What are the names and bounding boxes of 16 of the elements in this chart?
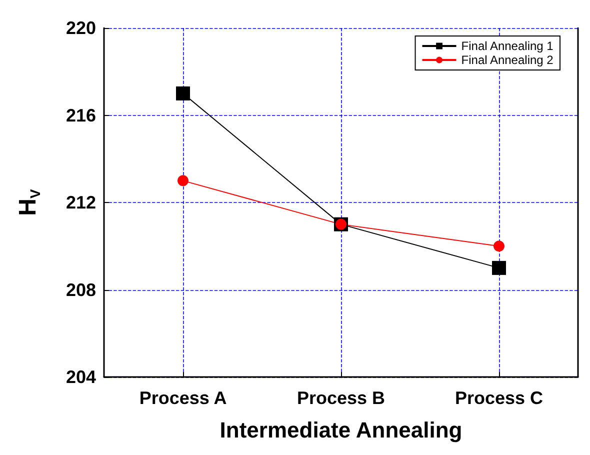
point — [492, 260, 506, 275]
y-tick-label: 204 — [66, 367, 96, 387]
point — [494, 240, 504, 252]
y-tick-label: 212 — [66, 192, 96, 212]
legend-label: Final Annealing 2 — [461, 53, 554, 67]
y-tick-label: 208 — [66, 280, 96, 300]
x-tick-label: Process A — [139, 388, 227, 408]
y-axis-title: HV — [14, 188, 43, 216]
x-tick-label: Process B — [296, 388, 386, 408]
point — [178, 175, 188, 186]
point — [176, 86, 190, 100]
x-axis-title: Intermediate Annealing — [220, 418, 462, 442]
y-tick-label: 220 — [66, 18, 96, 38]
legend-label: Final Annealing 1 — [461, 39, 554, 53]
y-tick-label: 216 — [66, 105, 96, 126]
x-tick-label: Process C — [454, 388, 544, 408]
